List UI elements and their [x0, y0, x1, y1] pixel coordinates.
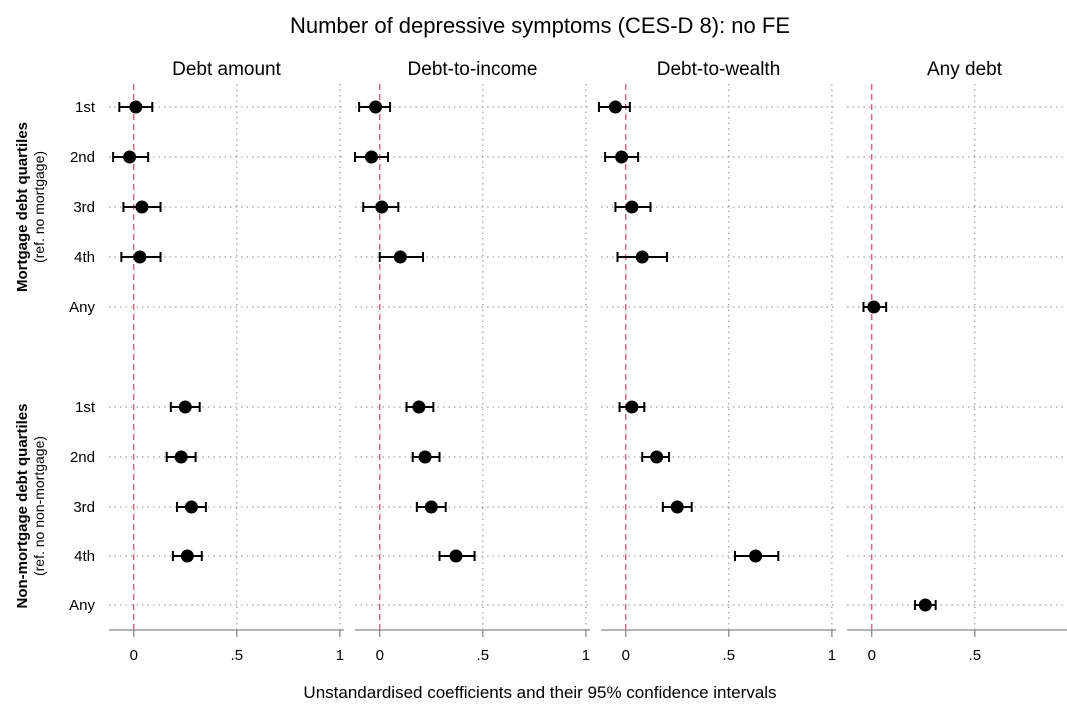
- point-estimate: [178, 400, 192, 414]
- row-label: 4th: [74, 548, 95, 565]
- row-label: 2nd: [70, 149, 95, 166]
- x-tick-label: 0: [376, 647, 384, 664]
- panel-title: Debt-to-wealth: [657, 59, 781, 80]
- group-title: Mortgage debt quartiles: [14, 122, 31, 292]
- point-estimate: [615, 150, 629, 164]
- x-tick-label: 0: [868, 647, 876, 664]
- point-estimate: [174, 450, 188, 464]
- point-estimate: [650, 450, 664, 464]
- point-estimate: [412, 400, 426, 414]
- point-estimate: [123, 150, 137, 164]
- point-estimate: [449, 549, 463, 563]
- panel: Debt-to-wealth 0 .5 1: [597, 59, 836, 664]
- x-tick-label: .5: [723, 647, 736, 664]
- point-estimate: [749, 549, 763, 563]
- point-estimate: [129, 100, 143, 114]
- panel-title: Debt amount: [172, 59, 282, 80]
- panel-title: Any debt: [927, 59, 1003, 80]
- panel: Debt amount 0 .5 1: [109, 59, 344, 664]
- point-estimate: [375, 200, 389, 214]
- x-axis-label: Unstandardised coefficients and their 95…: [303, 683, 776, 702]
- point-estimate: [867, 300, 881, 314]
- panel: Debt-to-income 0 .5 1: [354, 59, 590, 664]
- group-subtitle: (ref. no non-mortgage): [31, 436, 47, 576]
- row-labels: 1st 2nd 3rd 4th Any 1st 2nd 3rd 4th Any: [69, 99, 96, 614]
- point-estimate: [418, 450, 432, 464]
- point-estimate: [180, 549, 194, 563]
- x-tick-label: .5: [231, 647, 244, 664]
- row-label: 3rd: [73, 199, 95, 216]
- point-estimate: [133, 250, 147, 264]
- point-estimate: [625, 400, 639, 414]
- chart-title: Number of depressive symptoms (CES-D 8):…: [290, 13, 790, 38]
- row-label: 1st: [75, 399, 96, 416]
- point-estimate: [918, 598, 932, 612]
- x-tick-label: 0: [130, 647, 138, 664]
- row-label: 2nd: [70, 449, 95, 466]
- x-tick-label: .5: [969, 647, 982, 664]
- x-tick-label: 1: [828, 647, 836, 664]
- point-estimate: [635, 250, 649, 264]
- row-label: 4th: [74, 249, 95, 266]
- x-tick-label: .5: [477, 647, 490, 664]
- point-estimate: [608, 100, 622, 114]
- x-tick-label: 1: [582, 647, 590, 664]
- point-estimate: [184, 500, 198, 514]
- point-estimate: [364, 150, 378, 164]
- point-estimate: [393, 250, 407, 264]
- row-label: 1st: [75, 99, 96, 116]
- point-estimate: [625, 200, 639, 214]
- x-tick-label: 0: [622, 647, 630, 664]
- point-estimate: [135, 200, 149, 214]
- panel-title: Debt-to-income: [408, 59, 538, 80]
- point-estimate: [424, 500, 438, 514]
- point-estimate: [670, 500, 684, 514]
- group-subtitle: (ref. no mortgage): [31, 151, 47, 263]
- row-label: Any: [69, 597, 95, 614]
- group-title: Non-mortgage debt quartiles: [14, 403, 31, 608]
- row-label: 3rd: [73, 499, 95, 516]
- point-estimate: [369, 100, 383, 114]
- group-labels: Mortgage debt quartiles (ref. no mortgage…: [14, 122, 47, 609]
- row-label: Any: [69, 299, 95, 316]
- x-tick-label: 1: [336, 647, 344, 664]
